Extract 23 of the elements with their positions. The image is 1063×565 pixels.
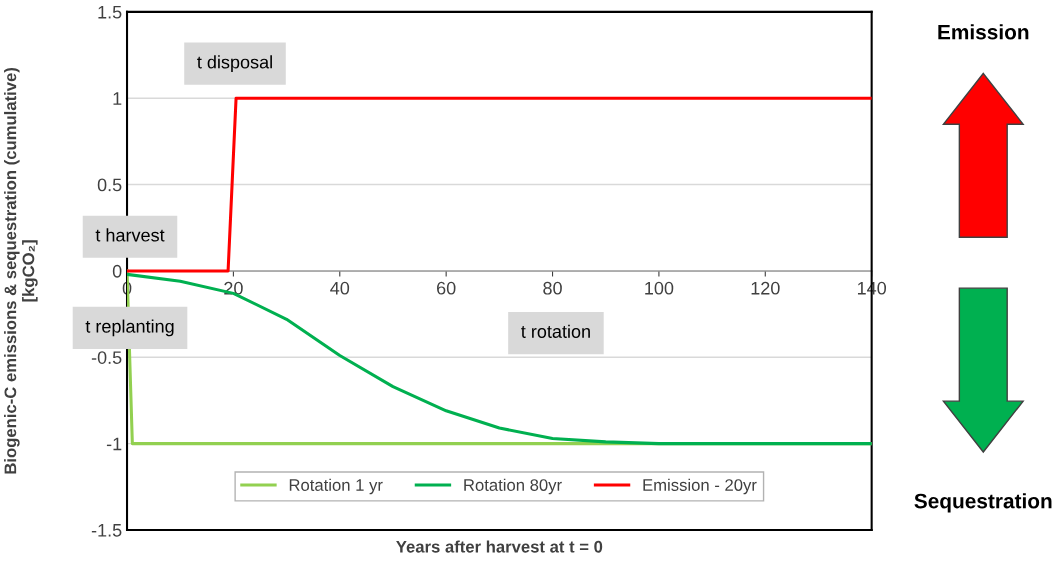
annotation: t disposal <box>197 55 272 73</box>
annotation: t harvest <box>95 228 165 242</box>
y-axis-title: Biogenic-C emissions & sequestration (cumulative) [kgCO₂] <box>4 67 38 474</box>
annotation: t rotation <box>521 324 590 338</box>
y-tick-label: 1.5 <box>98 5 122 19</box>
y-tick-label: -1 <box>106 437 122 451</box>
x-tick-label: 120 <box>751 281 780 295</box>
y-tick-label: -0.5 <box>91 351 122 364</box>
legend-label: Emission - 20yr <box>643 478 757 495</box>
x-tick-label: 100 <box>645 281 674 295</box>
x-tick-label: 40 <box>330 281 350 295</box>
text: Sequestration <box>914 493 1052 513</box>
y-tick-label: 0 <box>112 264 122 278</box>
y-tick-label: 0.5 <box>97 178 122 192</box>
x-tick-label: 80 <box>543 281 562 295</box>
x-tick-label: 60 <box>437 281 456 295</box>
y-tick-label: 1 <box>113 92 122 105</box>
x-axis-title: Years after harvest at t = 0 <box>396 540 603 553</box>
annotation: t replanting <box>85 319 174 337</box>
legend-label: Rotation 1 yr <box>289 478 383 495</box>
y-tick-label: -1.5 <box>91 524 122 537</box>
text: Emission <box>938 24 1029 40</box>
legend-label: Rotation 80yr <box>464 478 562 495</box>
